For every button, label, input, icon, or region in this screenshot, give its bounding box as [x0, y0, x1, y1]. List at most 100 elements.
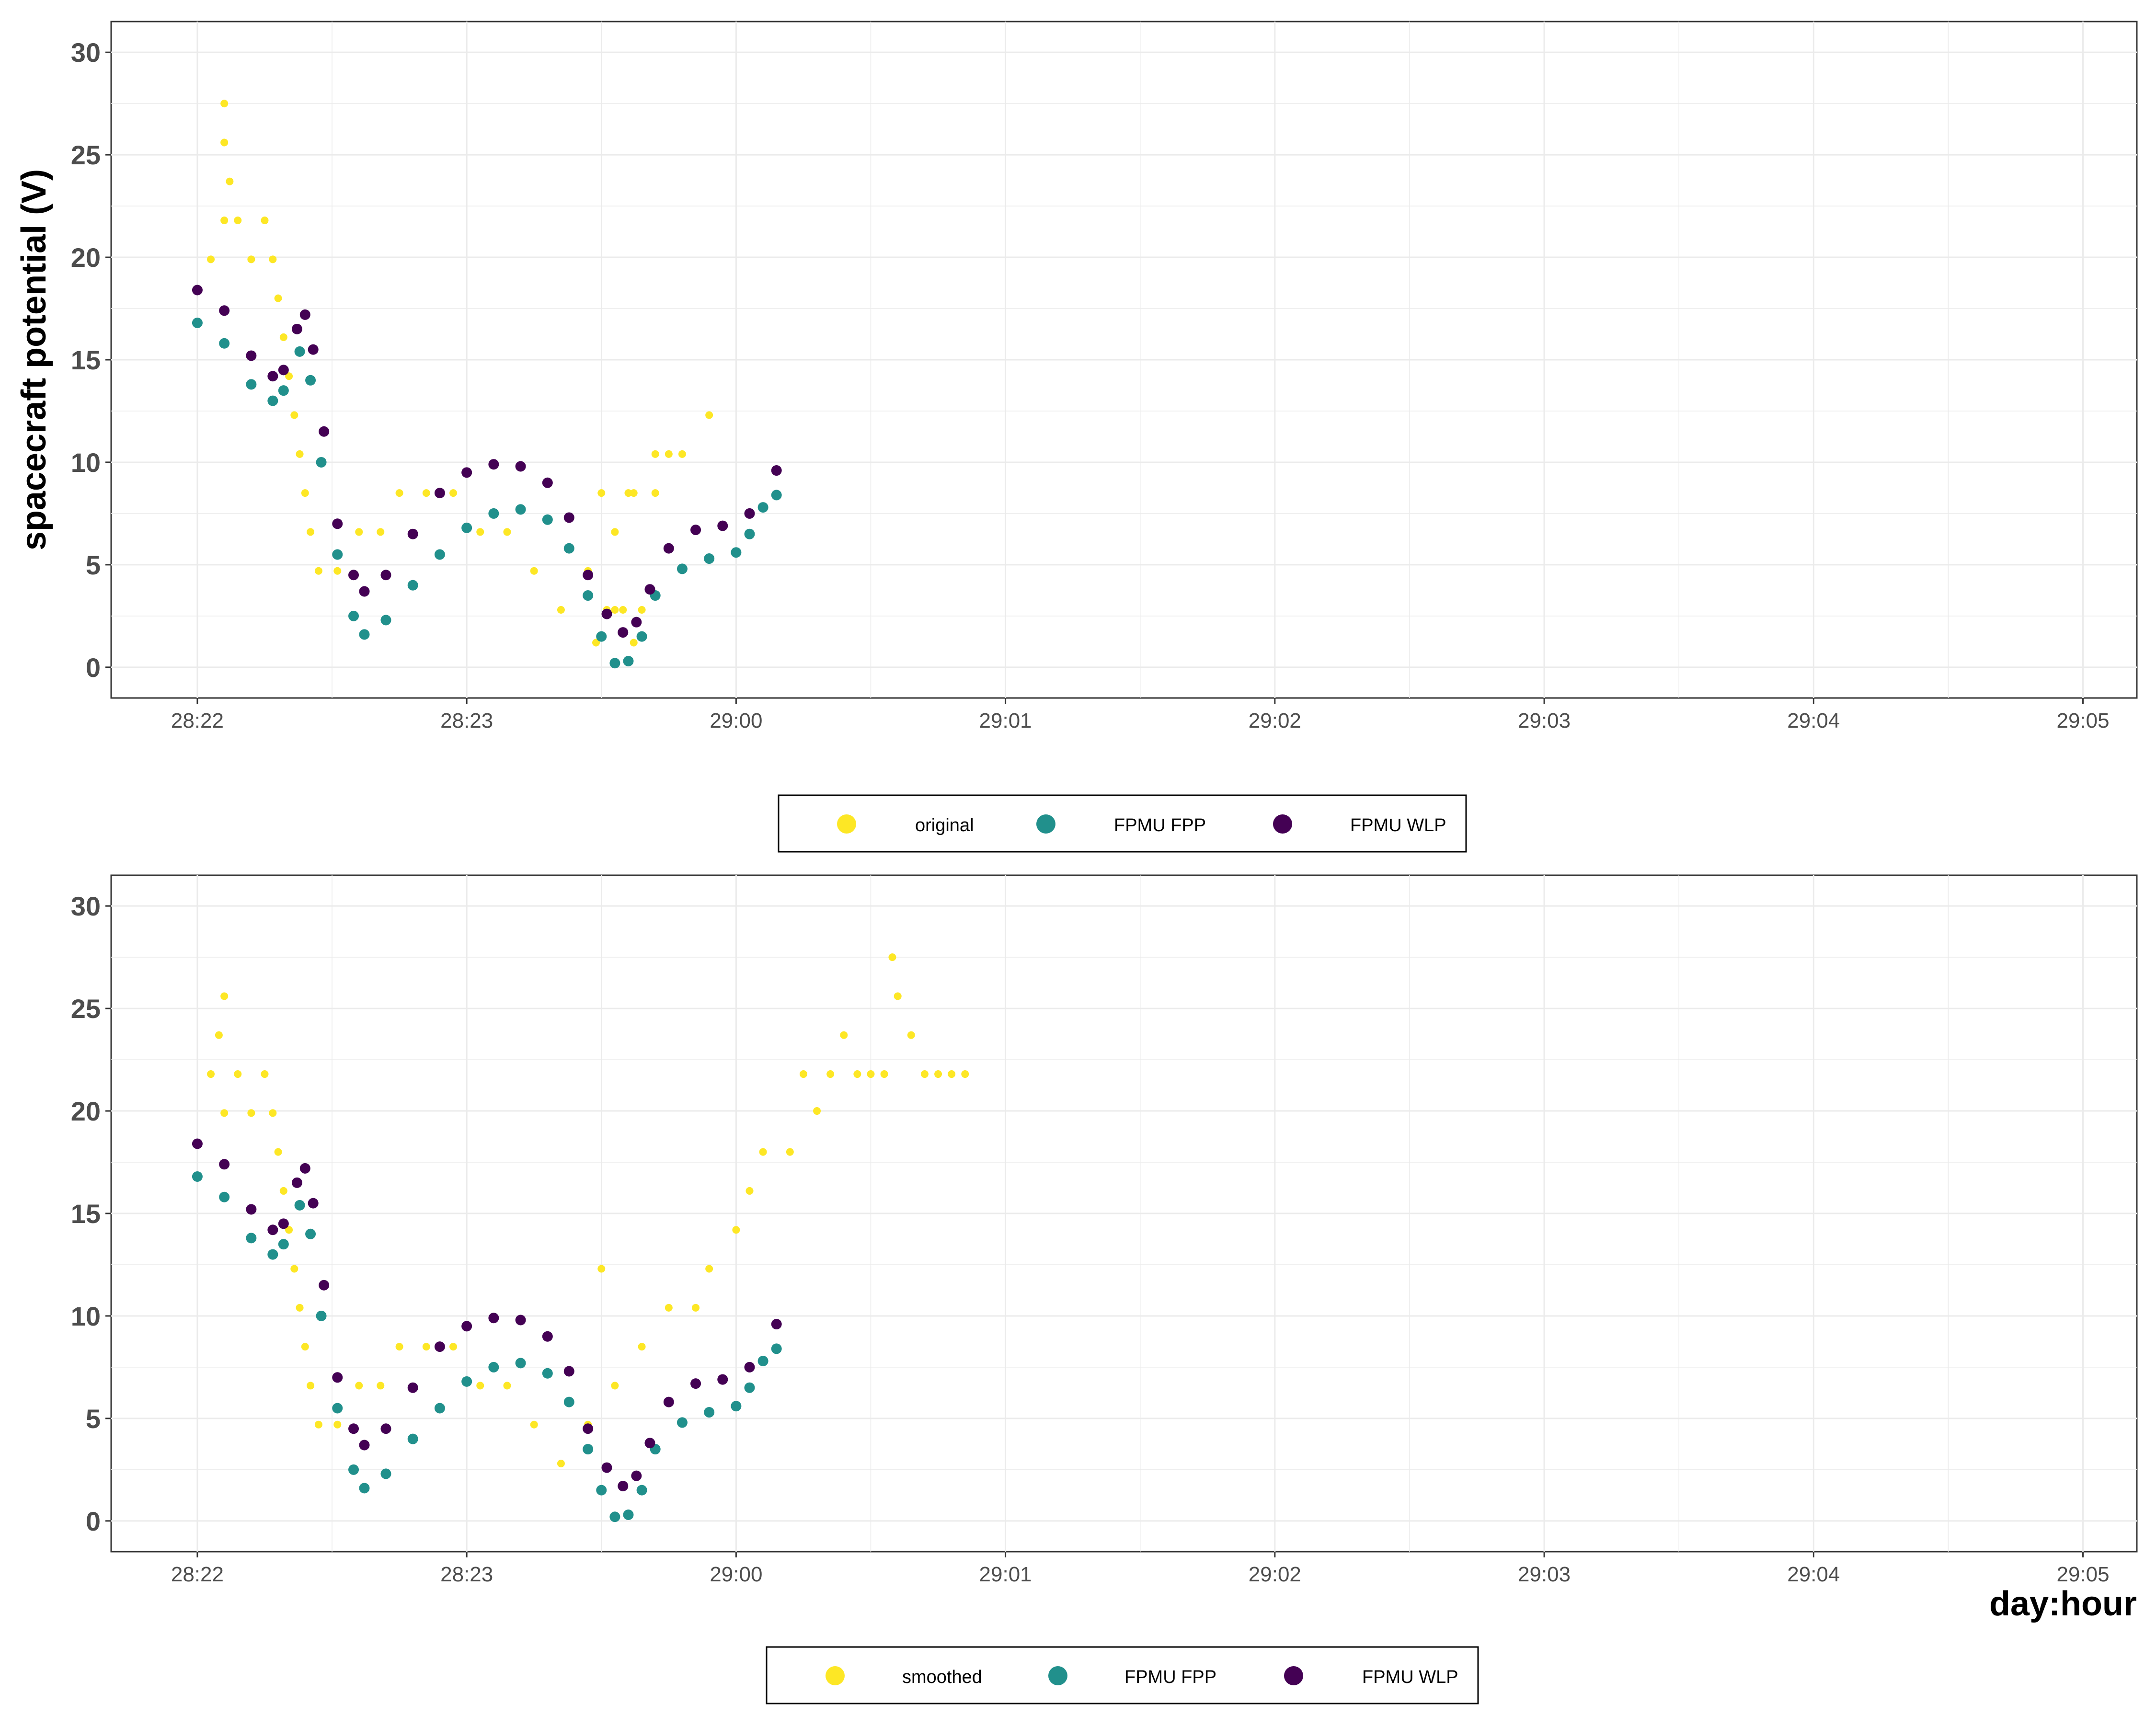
legend-key-original: [837, 814, 856, 834]
data-point: [377, 528, 385, 536]
y-axis-title: spacecraft potential (V): [15, 169, 53, 550]
data-point: [380, 1468, 391, 1479]
data-point: [744, 528, 755, 539]
top-gridlines: [111, 22, 2137, 698]
data-point: [267, 1249, 278, 1260]
top-x-tick-labels: 28:22 28:23 29:00 29:01 29:02 29:03 29:04 29:05: [171, 698, 2110, 732]
data-point: [247, 1109, 255, 1117]
series-fpmu-wlp: [192, 285, 782, 638]
data-point: [301, 1343, 309, 1351]
y-tick-label: 5: [86, 550, 101, 580]
data-point: [278, 365, 289, 376]
data-point: [623, 1509, 634, 1520]
bottom-legend-box: [766, 1646, 1479, 1704]
data-point: [592, 639, 600, 647]
data-point: [826, 1070, 835, 1078]
data-point: [299, 1163, 310, 1174]
y-tick-label: 0: [86, 1506, 101, 1536]
data-point: [813, 1107, 821, 1115]
data-point: [207, 255, 215, 263]
data-point: [631, 617, 642, 628]
data-point: [542, 477, 553, 488]
data-point: [348, 610, 359, 621]
data-point: [799, 1070, 807, 1078]
data-point: [219, 305, 230, 316]
data-point: [220, 217, 229, 225]
data-point: [274, 1148, 282, 1156]
data-point: [285, 372, 293, 380]
data-point: [308, 344, 319, 355]
data-point: [619, 606, 627, 614]
data-point: [618, 627, 629, 638]
top-data-points: [192, 100, 782, 669]
data-point: [677, 563, 688, 574]
data-point: [246, 1204, 257, 1215]
data-point: [294, 1200, 305, 1211]
bottom-y-tick-labels: 0 5 10 15 20 25 30: [71, 891, 111, 1536]
data-point: [704, 1407, 715, 1418]
data-point: [267, 1224, 278, 1235]
data-point: [665, 450, 673, 458]
data-point: [246, 1233, 257, 1244]
x-tick-label: 29:01: [979, 709, 1032, 732]
data-point: [299, 309, 310, 320]
data-point: [274, 294, 282, 302]
data-point: [380, 615, 391, 626]
y-tick-label: 25: [71, 994, 101, 1024]
data-point: [717, 1374, 728, 1385]
data-point: [563, 512, 574, 523]
series-fpmu-wlp: [192, 1138, 782, 1492]
data-point: [219, 1191, 230, 1202]
data-point: [220, 100, 229, 108]
data-point: [601, 608, 612, 619]
y-tick-label: 0: [86, 652, 101, 683]
data-point: [663, 1396, 674, 1407]
data-point: [597, 489, 606, 497]
series-fpmu-fpp: [192, 317, 782, 669]
top-panel: 0 5 10 15 20 25 30 28:22 28:23 29:00 29:01 29:02 29…: [71, 21, 2138, 732]
data-point: [771, 490, 782, 501]
y-tick-label: 30: [71, 37, 101, 68]
data-point: [611, 528, 619, 536]
bottom-panel: 0 5 10 15 20 25 30 28:22 28:23 29:00 29:01 29:02 29…: [71, 874, 2138, 1586]
data-point: [314, 1420, 322, 1429]
legend-key-fpmu-wlp-bottom: [1284, 1666, 1303, 1685]
data-point: [319, 1280, 330, 1291]
x-tick-label: 29:00: [710, 1563, 762, 1586]
data-point: [611, 1382, 619, 1390]
data-point: [434, 1341, 445, 1352]
data-point: [476, 528, 484, 536]
data-point: [234, 1070, 242, 1078]
data-point: [461, 522, 472, 533]
data-point: [407, 1433, 418, 1444]
data-point: [476, 1382, 484, 1390]
data-point: [407, 528, 418, 539]
y-tick-label: 15: [71, 345, 101, 375]
data-point: [583, 1423, 594, 1434]
data-point: [332, 1372, 343, 1383]
legend-key-fpmu-wlp: [1273, 814, 1292, 834]
data-point: [461, 1321, 472, 1332]
data-point: [290, 411, 298, 419]
data-point: [355, 1382, 363, 1390]
data-point: [267, 395, 278, 406]
x-tick-label: 28:23: [440, 1563, 493, 1586]
data-point: [219, 1159, 230, 1170]
data-point: [563, 1396, 574, 1407]
data-point: [840, 1031, 848, 1039]
data-point: [583, 1444, 594, 1455]
x-tick-label: 29:05: [2056, 1563, 2109, 1586]
data-point: [894, 992, 902, 1000]
data-point: [407, 1382, 418, 1393]
data-point: [705, 1265, 713, 1273]
data-point: [563, 543, 574, 554]
data-point: [488, 508, 499, 519]
data-point: [563, 1366, 574, 1377]
data-point: [636, 631, 647, 642]
data-point: [557, 1460, 565, 1468]
x-tick-label: 29:04: [1787, 709, 1840, 732]
data-point: [542, 514, 553, 525]
data-point: [319, 426, 330, 437]
data-point: [888, 953, 896, 961]
data-point: [771, 1343, 782, 1354]
